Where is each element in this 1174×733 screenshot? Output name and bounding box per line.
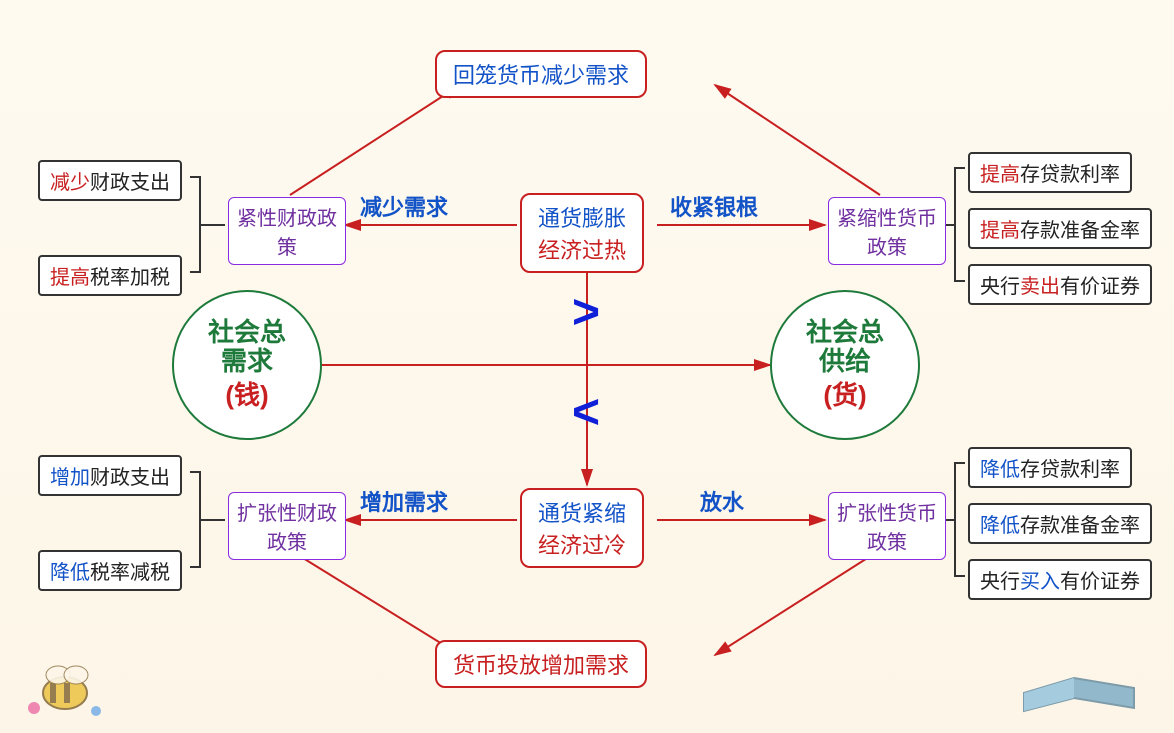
edge-label-increase-demand: 增加需求 (360, 485, 448, 517)
fli-b-pre: 降低 (50, 562, 90, 584)
center-node-deflation: 通货紧缩 经济过冷 (520, 488, 644, 568)
mli-a-pre: 降低 (980, 459, 1020, 481)
right-circle-l2: (货) (823, 375, 866, 412)
bottom-node-increase-demand: 货币投放增加需求 (435, 640, 647, 688)
fiscal-loose-l2: 政策 (267, 526, 307, 555)
fiscal-tight-item-b: 提高税率加税 (38, 255, 182, 296)
monetary-loose-l2: 政策 (867, 526, 907, 555)
right-circle-supply: 社会总 供给 (货) (770, 290, 920, 440)
center-bottom-l2: 经济过冷 (538, 528, 626, 560)
monetary-tight-node: 紧缩性货币 政策 (828, 197, 946, 265)
mli-c-pre: 央行 (980, 571, 1020, 593)
greater-than-symbol: > (572, 285, 600, 340)
fti-a-pre: 减少 (50, 172, 90, 194)
fiscal-tight-l1: 紧性财政政 (237, 202, 337, 231)
fli-a-pre: 增加 (50, 467, 90, 489)
mti-b-pre: 提高 (980, 220, 1020, 242)
mli-b-pre: 降低 (980, 515, 1020, 537)
center-bottom-l1: 通货紧缩 (538, 496, 626, 528)
fiscal-tight-item-a: 减少财政支出 (38, 160, 182, 201)
bee-decoration-icon (20, 643, 110, 723)
mli-c-post: 有价证券 (1060, 571, 1140, 593)
center-node-inflation: 通货膨胀 经济过热 (520, 193, 644, 273)
mti-c-pre: 央行 (980, 276, 1020, 298)
monetary-loose-item-a: 降低存贷款利率 (968, 447, 1132, 488)
mti-b-post: 存款准备金率 (1020, 220, 1140, 242)
mli-c-mid: 买入 (1020, 571, 1060, 593)
right-circle-l1b: 供给 (819, 347, 871, 376)
book-decoration-icon (1014, 653, 1144, 723)
mti-c-post: 有价证券 (1060, 276, 1140, 298)
edge-label-reduce-demand: 减少需求 (360, 190, 448, 222)
monetary-tight-item-c: 央行卖出有价证券 (968, 264, 1152, 305)
monetary-loose-item-b: 降低存款准备金率 (968, 503, 1152, 544)
fiscal-loose-item-a: 增加财政支出 (38, 455, 182, 496)
fiscal-loose-node: 扩张性财政 政策 (228, 492, 346, 560)
mli-a-post: 存贷款利率 (1020, 459, 1120, 481)
monetary-tight-item-a: 提高存贷款利率 (968, 152, 1132, 193)
right-circle-l1a: 社会总 (806, 318, 884, 347)
left-circle-l2: (钱) (225, 375, 268, 412)
mti-a-post: 存贷款利率 (1020, 164, 1120, 186)
monetary-loose-node: 扩张性货币 政策 (828, 492, 946, 560)
fiscal-loose-item-b: 降低税率减税 (38, 550, 182, 591)
top-node-label: 回笼货币减少需求 (453, 58, 629, 90)
monetary-loose-l1: 扩张性货币 (837, 497, 937, 526)
less-than-symbol: < (572, 385, 600, 440)
fli-a-post: 财政支出 (90, 467, 170, 489)
center-top-l2: 经济过热 (538, 233, 626, 265)
center-top-l1: 通货膨胀 (538, 201, 626, 233)
fti-b-post: 税率加税 (90, 267, 170, 289)
monetary-tight-item-b: 提高存款准备金率 (968, 208, 1152, 249)
monetary-tight-l1: 紧缩性货币 (837, 202, 937, 231)
left-circle-l1a: 社会总 (208, 318, 286, 347)
left-circle-demand: 社会总 需求 (钱) (172, 290, 322, 440)
top-node-reduce-demand: 回笼货币减少需求 (435, 50, 647, 98)
edge-label-release-water: 放水 (700, 485, 744, 517)
fiscal-tight-l2: 策 (277, 231, 297, 260)
monetary-tight-l2: 政策 (867, 231, 907, 260)
fiscal-loose-l1: 扩张性财政 (237, 497, 337, 526)
fti-b-pre: 提高 (50, 267, 90, 289)
fli-b-post: 税率减税 (90, 562, 170, 584)
bottom-node-label: 货币投放增加需求 (453, 648, 629, 680)
fiscal-tight-node: 紧性财政政 策 (228, 197, 346, 265)
mti-a-pre: 提高 (980, 164, 1020, 186)
mti-c-mid: 卖出 (1020, 276, 1060, 298)
monetary-loose-item-c: 央行买入有价证券 (968, 559, 1152, 600)
edge-label-tighten-money: 收紧银根 (670, 190, 758, 222)
fti-a-post: 财政支出 (90, 172, 170, 194)
left-circle-l1b: 需求 (221, 347, 273, 376)
mli-b-post: 存款准备金率 (1020, 515, 1140, 537)
